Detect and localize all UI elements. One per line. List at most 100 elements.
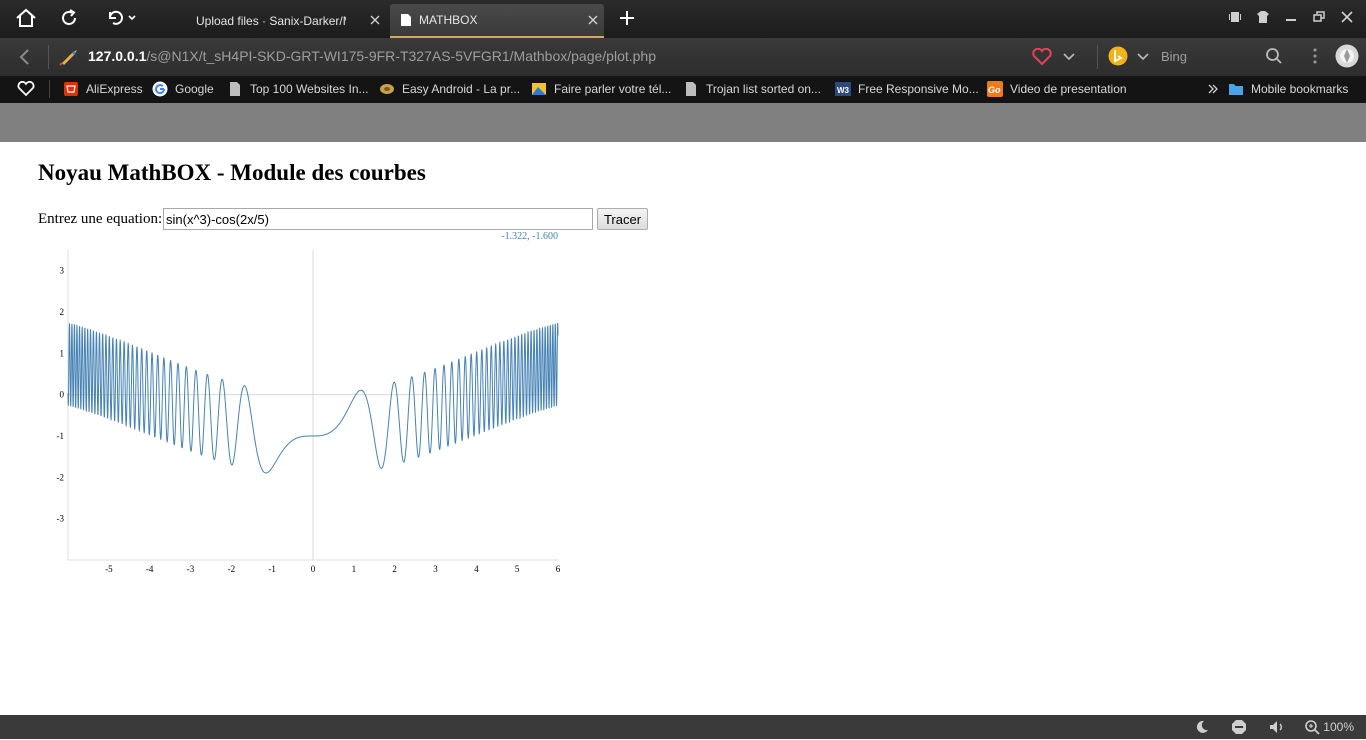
- y-tick-label: -2: [57, 472, 65, 482]
- y-tick-label: -3: [57, 514, 65, 524]
- minimize-icon[interactable]: [1280, 8, 1302, 26]
- x-tick-label: 4: [474, 564, 479, 574]
- x-tick-label: 2: [392, 564, 397, 574]
- heart-icon[interactable]: [1032, 47, 1052, 71]
- page-header-band: [0, 103, 1366, 142]
- tab-mathbox[interactable]: MATHBOX: [390, 4, 604, 38]
- equation-label: Entrez une equation:: [38, 211, 163, 227]
- bookmark-label: Top 100 Websites In...: [250, 82, 369, 96]
- tab-bar: Upload files · Sanix-Darker/M... MATHBOX: [0, 0, 1366, 38]
- search-icon[interactable]: [1265, 47, 1283, 70]
- tick-labels: -5 -4 -3 -2 -1 0 1 2 3 4 5 6 -3 -2 -1 0 1 2 3: [57, 266, 561, 574]
- y-tick-label: -1: [57, 431, 65, 441]
- undo-close-tab-icon[interactable]: [103, 6, 139, 30]
- chevron-down-icon[interactable]: [1062, 50, 1076, 68]
- folder-icon: [1228, 81, 1244, 97]
- x-tick-label: -5: [105, 564, 113, 574]
- series-line: [67, 322, 559, 474]
- url-host: 127.0.0.1: [88, 48, 147, 64]
- equation-input[interactable]: [163, 208, 593, 230]
- y-tick-label: 2: [60, 307, 65, 317]
- site-rocket-icon[interactable]: [59, 48, 81, 71]
- aliexpress-icon: [63, 81, 79, 97]
- x-tick-label: 1: [352, 564, 357, 574]
- search-input[interactable]: Bing: [1161, 49, 1188, 64]
- bookmark-google[interactable]: Google: [152, 80, 214, 98]
- page-icon: [400, 13, 412, 27]
- url-field[interactable]: 127.0.0.1/s@N1X/t_sH4PI-SKD-GRT-WI175-9F…: [88, 48, 656, 64]
- zoom-icon[interactable]: [1304, 719, 1320, 735]
- bookmark-top-100[interactable]: Top 100 Websites In...: [227, 80, 369, 98]
- x-tick-label: -1: [268, 564, 276, 574]
- close-window-icon[interactable]: [1336, 8, 1358, 26]
- more-bookmarks-icon[interactable]: [1207, 80, 1219, 98]
- close-icon[interactable]: [586, 13, 600, 27]
- page-icon: [683, 81, 699, 97]
- night-mode-icon[interactable]: [1194, 719, 1210, 735]
- page-icon: [227, 81, 243, 97]
- status-bar: 100%: [0, 715, 1366, 739]
- back-icon[interactable]: [16, 47, 34, 72]
- divider: [48, 45, 49, 69]
- bookmark-label: Google: [175, 82, 214, 96]
- bookmark-label: Mobile bookmarks: [1251, 82, 1349, 96]
- tab-label: Upload files · Sanix-Darker/M...: [196, 14, 346, 28]
- zoom-level: 100%: [1323, 720, 1354, 734]
- tracer-button[interactable]: Tracer: [597, 208, 648, 230]
- svg-text:W3: W3: [837, 86, 850, 95]
- new-tab-icon[interactable]: [614, 6, 640, 30]
- go-icon: Go: [987, 81, 1003, 97]
- bookmark-easy-android[interactable]: Easy Android - La pr...: [379, 80, 520, 98]
- divider: [49, 80, 50, 98]
- bookmark-label: Video de presentation: [1010, 82, 1127, 96]
- bookmark-free-responsive[interactable]: W3 Free Responsive Mo...: [835, 80, 979, 98]
- bookmark-faire-parler[interactable]: Faire parler votre tél...: [531, 80, 671, 98]
- url-path: /s@N1X/t_sH4PI-SKD-GRT-WI175-9FR-T327AS-…: [146, 48, 656, 64]
- bookmarks-bar: AliExpress Google Top 100 Websites In...…: [0, 76, 1366, 104]
- bookmark-label: Free Responsive Mo...: [858, 82, 979, 96]
- address-bar: 127.0.0.1/s@N1X/t_sH4PI-SKD-GRT-WI175-9F…: [0, 38, 1366, 76]
- bookmark-trojan-list[interactable]: Trojan list sorted on...: [683, 80, 821, 98]
- menu-dots-icon[interactable]: [1312, 47, 1318, 70]
- skin-shirt-icon[interactable]: [1252, 8, 1274, 26]
- favorites-heart-icon[interactable]: [17, 80, 35, 98]
- sound-icon[interactable]: [1268, 719, 1284, 735]
- mobile-bookmarks[interactable]: Mobile bookmarks: [1228, 80, 1348, 98]
- x-tick-label: 6: [556, 564, 561, 574]
- x-tick-label: 5: [515, 564, 520, 574]
- adblock-icon[interactable]: [1231, 719, 1247, 735]
- reload-icon[interactable]: [56, 6, 82, 30]
- google-icon: [152, 81, 168, 97]
- tab-upload-files[interactable]: Upload files · Sanix-Darker/M...: [196, 4, 386, 38]
- bookmark-label: Faire parler votre tél...: [554, 82, 672, 96]
- bookmark-aliexpress[interactable]: AliExpress: [63, 80, 143, 98]
- avatar[interactable]: [1335, 44, 1359, 73]
- image-icon: [531, 81, 547, 97]
- x-tick-label: -3: [187, 564, 195, 574]
- x-tick-label: -2: [228, 564, 236, 574]
- y-tick-label: 1: [60, 348, 65, 358]
- bookmark-label: Easy Android - La pr...: [402, 82, 521, 96]
- chevron-down-icon[interactable]: [1136, 50, 1150, 68]
- y-tick-label: 0: [60, 390, 65, 400]
- window-controls: [1224, 8, 1358, 26]
- bing-icon[interactable]: [1108, 46, 1128, 71]
- home-icon[interactable]: [13, 6, 39, 30]
- bookmark-video-presentation[interactable]: Go Video de presentation: [987, 80, 1127, 98]
- w3-icon: W3: [835, 81, 851, 97]
- x-tick-label: -4: [146, 564, 154, 574]
- divider: [1097, 45, 1098, 69]
- coordinate-readout: -1.322, -1.600: [501, 231, 558, 242]
- bookmark-label: AliExpress: [86, 82, 143, 96]
- bookmark-label: Trojan list sorted on...: [706, 82, 821, 96]
- restore-icon[interactable]: [1308, 8, 1330, 26]
- tab-label: MATHBOX: [419, 13, 478, 27]
- x-tick-label: 0: [311, 564, 316, 574]
- plot-area[interactable]: -5 -4 -3 -2 -1 0 1 2 3 4 5 6 -3 -2 -1 0 1 2 3: [40, 242, 570, 577]
- close-icon[interactable]: [368, 13, 382, 27]
- svg-text:Go: Go: [988, 85, 1001, 95]
- tab-stack-icon[interactable]: [1224, 8, 1246, 26]
- easy-android-icon: [379, 81, 395, 97]
- y-tick-label: 3: [60, 266, 65, 276]
- page-title: Noyau MathBOX - Module des courbes: [38, 160, 426, 185]
